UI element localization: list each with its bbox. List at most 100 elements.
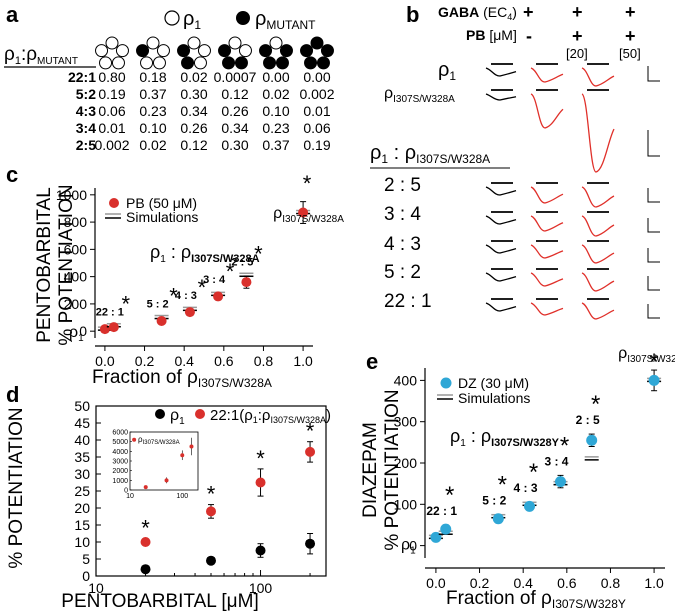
trace-ratio-pb50 (581, 272, 615, 292)
pb-minus: - (526, 26, 532, 46)
panel-d-label: d (6, 382, 19, 407)
panel-e-label: e (366, 349, 378, 374)
significance-star: * (303, 171, 312, 196)
trace-ratio-labels: 2 : 5 3 : 4 4 : 3 5 : 2 22 : 1 (384, 175, 432, 312)
trace-ratio-pb50 (581, 186, 615, 208)
dz-data-point (430, 531, 442, 543)
trace-ratio-label: 22 : 1 (384, 291, 432, 312)
subunit-circle-icon (228, 36, 242, 50)
subunit-circle-icon (136, 44, 150, 58)
x-tick-label: 0.8 (601, 575, 621, 591)
subunit-circle-icon (177, 44, 191, 58)
table-cell: 0.37 (262, 137, 289, 153)
significance-star: * (254, 241, 263, 266)
table-cell: 0.12 (180, 137, 207, 153)
mutant-point-label: ρI307S/W328A (273, 205, 344, 225)
subunit-circle-icon (304, 56, 318, 70)
x-tick-label: 0.6 (557, 575, 577, 591)
pb-conc-50: [50] (619, 46, 641, 61)
table-cell: 0.00 (303, 69, 330, 85)
scale-bar (647, 130, 660, 157)
subunit-circle-icon (300, 44, 314, 58)
gaba-plus-2: + (572, 2, 583, 22)
table-cell: 0.34 (180, 103, 207, 119)
x-tick-label: 0.8 (254, 353, 274, 369)
point-ratio-label: 4 : 3 (175, 290, 197, 302)
rho1-data-point (206, 555, 216, 566)
legend-sim-label: Simulations (126, 209, 198, 225)
table-row-ratio: 22:1 (68, 69, 96, 85)
gaba-row-label: GABA (EC4) (438, 4, 517, 22)
pb-data-point (213, 291, 224, 302)
table-cell: 0.80 (98, 69, 125, 85)
scale-bar (647, 66, 660, 82)
legend-sim-label: Simulations (458, 390, 530, 406)
point-ratio-label: 3 : 4 (203, 274, 226, 286)
trace-ratio-control (485, 186, 517, 196)
pb-data-point (108, 322, 119, 333)
trace-ratio-control (485, 302, 517, 312)
ratio-data-point (305, 446, 316, 457)
subunit-circle-icon (259, 44, 273, 58)
legend-ratio-icon (195, 409, 205, 419)
pb-conc-20: [20] (566, 46, 588, 61)
panel-a: a ρ1 ρMUTANT ρ1:ρMUTANT 22:1 0.80 0.18 0.02… (4, 2, 335, 153)
panel-a-label: a (6, 2, 19, 27)
y-tick-label: 45 (74, 415, 90, 431)
y-tick-label: 40 (74, 432, 90, 448)
inset-y-tick-label: 6000 (112, 430, 128, 437)
significance-star: * (306, 419, 315, 444)
y-tick-label: 1000 (56, 187, 87, 203)
point-ratio-label: 2 : 5 (231, 256, 253, 268)
rho1-data-point (140, 564, 151, 575)
trace-mutant-pb50 (581, 93, 615, 173)
table-cell: 0.23 (139, 103, 166, 119)
table-cell: 0.002 (94, 137, 129, 153)
subunit-circle-icon (238, 44, 252, 58)
point-ratio-label: 5 : 2 (482, 494, 506, 508)
inset-data-point (143, 485, 148, 490)
y-tick-label: 5 (82, 551, 90, 567)
table-cell: 0.02 (180, 69, 207, 85)
x-tick-label: 10 (88, 580, 104, 596)
table-cell: 0.10 (139, 120, 166, 136)
panel-c: c PENTOBARBITAL % POTENTIATION 0.0 0.2 0.4… (6, 162, 344, 390)
subunit-circle-icon (115, 44, 129, 58)
pb-data-point (241, 277, 252, 288)
inset-frame (129, 431, 199, 491)
inset-y-tick-label: 1000 (112, 478, 128, 485)
dz-data-point (524, 500, 536, 512)
table-cell: 0.12 (221, 86, 248, 102)
rho1-data-point (305, 538, 316, 549)
x-tick-label: 0.6 (214, 353, 234, 369)
legend-pb-label: PB (50 μM) (126, 195, 197, 211)
trace-ratio-pb20 (530, 272, 564, 287)
trace-ratio-label: 2 : 5 (384, 175, 421, 196)
pb-data-point (184, 307, 195, 318)
significance-star: * (498, 472, 507, 499)
trace-ratio-control (485, 244, 517, 254)
subunit-circle-icon (222, 56, 236, 70)
pentamer-icons (95, 36, 334, 70)
inset-label: ρI307S/W328A (138, 435, 180, 446)
x-tick-label: 0.0 (95, 353, 115, 369)
trace-ratio-pb20 (530, 215, 564, 232)
inset-data-point (164, 478, 169, 483)
y-tick-label: 600 (64, 241, 88, 257)
table-cell: 0.00 (262, 69, 289, 85)
y-tick-label: 0 (409, 538, 417, 554)
table-row-ratio: 4:3 (76, 103, 96, 119)
legend-rho1: ρ1 (183, 8, 201, 32)
ratio-data-point (206, 506, 216, 517)
subunit-circle-icon (105, 36, 119, 50)
table-cell: 0.06 (303, 120, 330, 136)
trace-label-rho1: ρ1 (438, 59, 456, 83)
y-tick-label: 300 (394, 414, 418, 430)
mutant-point-label: ρI307S/W328Y (618, 345, 675, 365)
scale-bar (647, 218, 660, 233)
inset-x-tick-label: 100 (176, 493, 188, 500)
x-tick-label: 0.4 (174, 353, 194, 369)
